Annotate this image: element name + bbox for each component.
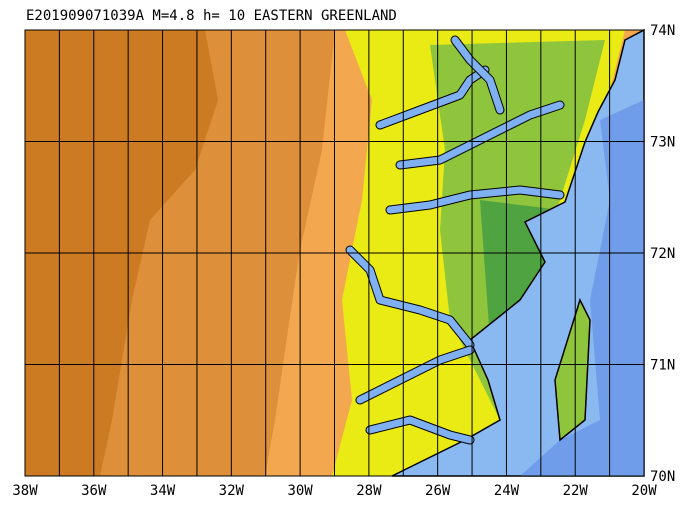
lon-label: 30W — [287, 483, 313, 499]
lon-label: 28W — [356, 483, 382, 499]
lon-label: 36W — [81, 483, 107, 499]
lat-label: 74N — [650, 23, 675, 39]
fjord — [356, 346, 474, 404]
graticule — [25, 30, 644, 476]
axis-labels: 38W 36W 34W 32W 30W 28W 26W 24W 22W 20W 74N 73N 72N 7… — [12, 23, 675, 499]
fjord — [386, 186, 564, 214]
fjord — [346, 246, 474, 349]
fjord — [396, 101, 564, 169]
map-frame — [24, 29, 645, 477]
lon-label: 22W — [563, 483, 589, 499]
lon-label: 38W — [12, 483, 38, 499]
map-title: E201909071039A M=4.8 h= 10 EASTERN GREEN… — [26, 8, 397, 24]
map-area — [24, 28, 645, 477]
lon-label: 32W — [219, 483, 245, 499]
lat-label: 71N — [650, 358, 675, 374]
lat-label: 73N — [650, 135, 675, 151]
fjord — [451, 36, 504, 114]
lat-label: 70N — [650, 469, 675, 485]
lon-label: 24W — [494, 483, 520, 499]
lon-label: 20W — [631, 483, 657, 499]
fjord — [376, 66, 489, 129]
fjord — [366, 416, 474, 444]
lon-label: 26W — [425, 483, 451, 499]
sea-deep — [520, 100, 644, 476]
fjords — [345, 35, 565, 445]
lon-label: 34W — [150, 483, 176, 499]
island — [554, 298, 591, 442]
lat-label: 72N — [650, 246, 675, 262]
